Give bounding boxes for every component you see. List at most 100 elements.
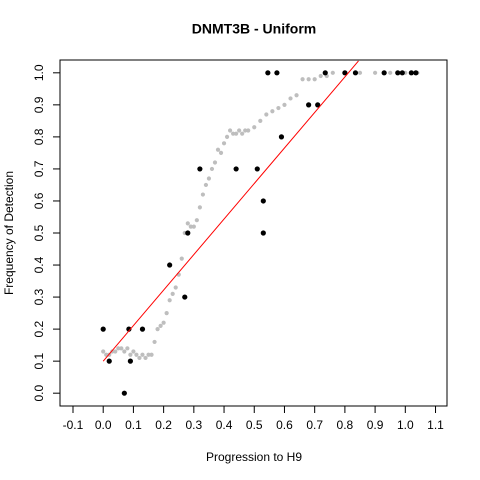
point	[252, 125, 257, 130]
y-tick-label: 0.7	[32, 160, 46, 177]
point	[106, 358, 112, 364]
point	[126, 326, 132, 332]
y-tick-label: 0.3	[32, 288, 46, 305]
x-tick-label: 0.6	[276, 418, 293, 432]
point	[173, 285, 178, 290]
x-tick-label: 0.5	[246, 418, 263, 432]
y-tick-label: 0.0	[32, 385, 46, 402]
point	[243, 128, 248, 133]
point	[330, 70, 335, 75]
point	[191, 224, 196, 229]
point	[122, 349, 127, 354]
point	[137, 355, 142, 361]
x-tick-label: 1.0	[397, 418, 414, 432]
x-tick-label: 1.1	[427, 418, 444, 432]
point	[315, 102, 321, 108]
point	[185, 221, 190, 226]
chart-title: DNMT3B - Uniform	[192, 21, 316, 37]
y-tick-label: 0.6	[32, 192, 46, 209]
point	[164, 310, 169, 316]
point	[395, 70, 401, 76]
point	[306, 77, 311, 82]
point	[270, 109, 275, 114]
x-tick-label: 0.1	[125, 418, 142, 432]
point	[237, 128, 242, 133]
point	[149, 352, 154, 357]
point	[100, 326, 106, 332]
point	[312, 77, 317, 82]
y-tick-label: 0.2	[32, 320, 46, 337]
point	[294, 93, 299, 98]
point	[121, 390, 127, 396]
point	[143, 355, 148, 361]
point	[381, 70, 387, 76]
y-tick-label: 0.5	[32, 224, 46, 241]
point	[278, 134, 285, 140]
point	[221, 141, 227, 146]
x-tick-label: -0.1	[63, 418, 84, 432]
point	[227, 128, 233, 133]
point	[127, 358, 133, 364]
point	[139, 326, 146, 332]
point	[322, 70, 328, 76]
point	[212, 160, 218, 165]
point	[318, 73, 323, 79]
point	[131, 349, 136, 354]
point	[146, 352, 151, 357]
point	[170, 291, 175, 296]
point	[113, 349, 118, 354]
point	[372, 70, 378, 75]
point	[179, 256, 184, 261]
y-tick-label: 0.1	[32, 352, 46, 369]
point	[357, 70, 363, 75]
point	[119, 346, 124, 351]
point	[408, 70, 414, 76]
point	[231, 131, 236, 136]
point	[110, 349, 115, 354]
point	[246, 128, 251, 133]
point	[218, 150, 224, 156]
y-tick-label: 0.4	[32, 256, 46, 273]
point	[155, 327, 160, 332]
point	[233, 166, 239, 172]
point	[197, 205, 202, 210]
y-tick-label: 1.0	[32, 64, 46, 81]
x-tick-label: 0.9	[367, 418, 384, 432]
x-tick-label: 0.8	[337, 418, 354, 432]
point	[300, 77, 305, 82]
point	[158, 323, 163, 329]
point	[265, 70, 271, 76]
point	[128, 352, 133, 357]
point	[209, 166, 215, 172]
point	[254, 166, 260, 172]
fit-line	[102, 60, 359, 362]
point	[167, 262, 173, 268]
point	[161, 320, 166, 325]
point	[234, 131, 239, 136]
point	[260, 230, 266, 236]
point	[413, 70, 419, 76]
x-tick-label: 0.0	[95, 418, 112, 432]
x-tick-label: 0.4	[216, 418, 233, 432]
point	[188, 224, 193, 229]
x-tick-label: 0.2	[155, 418, 172, 432]
point	[240, 131, 245, 136]
x-axis-label: Progression to H9	[206, 450, 302, 464]
point	[125, 346, 130, 351]
plot-box	[59, 59, 448, 407]
point	[194, 218, 199, 223]
point	[274, 70, 280, 76]
point	[182, 294, 188, 300]
point	[288, 96, 293, 101]
point	[140, 352, 145, 357]
point	[224, 134, 230, 139]
point	[197, 166, 203, 172]
x-tick-label: 0.3	[185, 418, 202, 432]
point	[352, 70, 359, 76]
point	[203, 182, 209, 188]
point	[342, 70, 348, 76]
x-tick-label: 0.7	[306, 418, 323, 432]
point	[282, 102, 287, 107]
